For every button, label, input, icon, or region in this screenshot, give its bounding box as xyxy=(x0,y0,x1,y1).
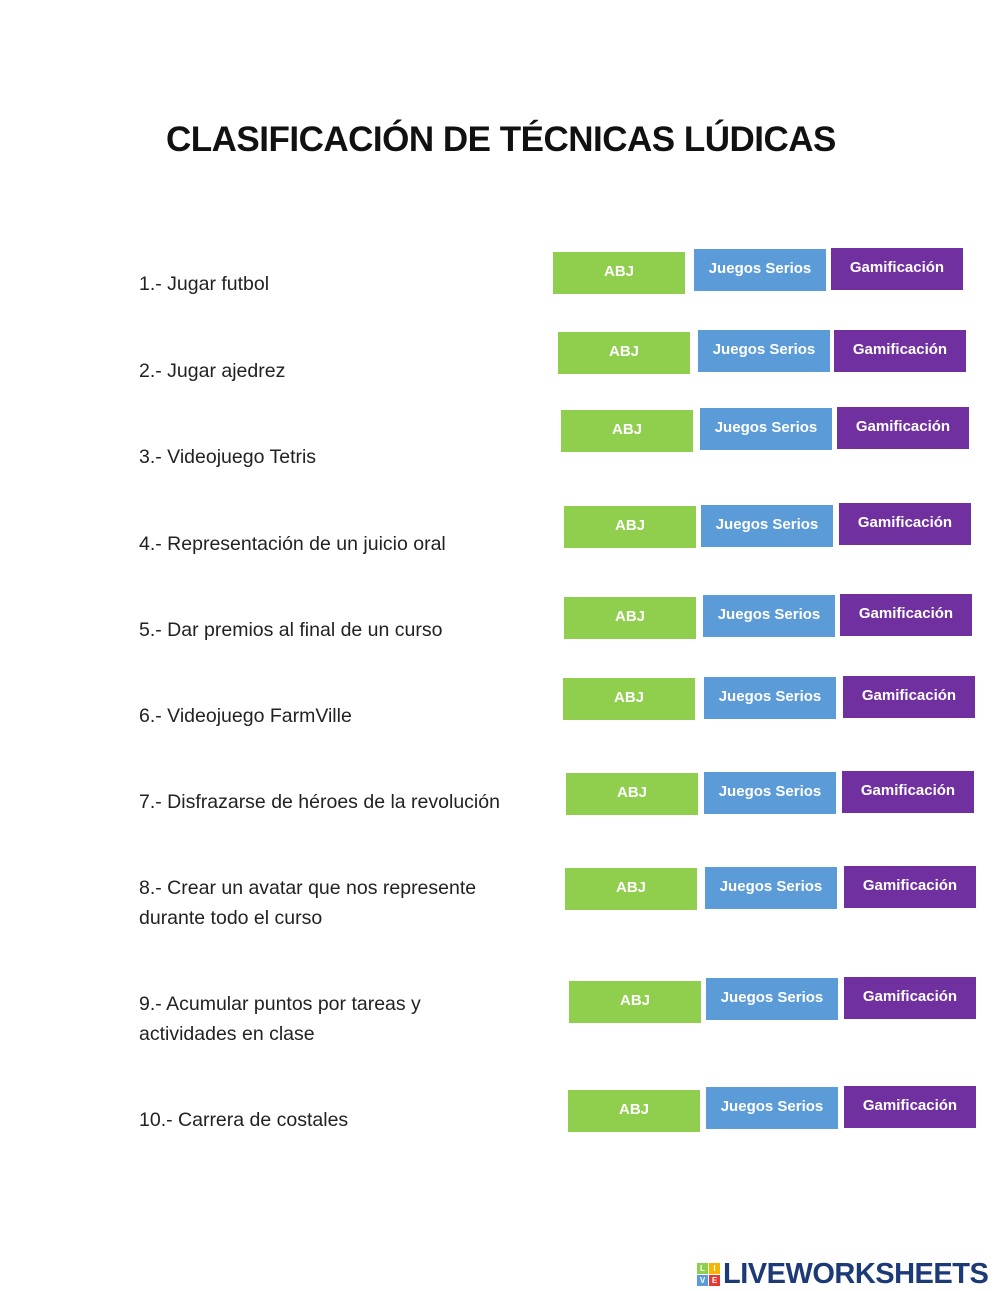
gamificacion-option[interactable]: Gamificación xyxy=(844,977,976,1019)
logo-text: LIVEWORKSHEETS xyxy=(723,1258,989,1290)
question-label: 7.- Disfrazarse de héroes de la revoluci… xyxy=(139,791,500,813)
gamificacion-option[interactable]: Gamificación xyxy=(837,407,969,449)
gamificacion-option[interactable]: Gamificación xyxy=(839,503,971,545)
juegos-serios-option[interactable]: Juegos Serios xyxy=(701,505,833,547)
gamificacion-option[interactable]: Gamificación xyxy=(831,248,963,290)
juegos-serios-option[interactable]: Juegos Serios xyxy=(705,867,837,909)
question-label: 1.- Jugar futbol xyxy=(139,273,270,295)
gamificacion-option[interactable]: Gamificación xyxy=(842,771,974,813)
liveworksheets-logo: L I V E LIVEWORKSHEETS xyxy=(697,1258,989,1291)
question-label: 2.- Jugar ajedrez xyxy=(139,360,286,382)
logo-cube: E xyxy=(709,1275,720,1286)
gamificacion-option[interactable]: Gamificación xyxy=(843,676,975,718)
logo-cube: V xyxy=(697,1275,708,1286)
logo-cube: L xyxy=(697,1263,708,1274)
juegos-serios-option[interactable]: Juegos Serios xyxy=(694,249,826,291)
logo-cubes-icon: L I V E xyxy=(697,1263,720,1286)
gamificacion-option[interactable]: Gamificación xyxy=(834,330,966,372)
juegos-serios-option[interactable]: Juegos Serios xyxy=(704,677,836,719)
question-label: 4.- Representación de un juicio oral xyxy=(139,533,446,555)
juegos-serios-option[interactable]: Juegos Serios xyxy=(703,595,835,637)
question-label: 10.- Carrera de costales xyxy=(139,1109,349,1131)
abj-option[interactable]: ABJ xyxy=(553,252,685,294)
gamificacion-option[interactable]: Gamificación xyxy=(844,1086,976,1128)
juegos-serios-option[interactable]: Juegos Serios xyxy=(698,330,830,372)
question-label: 8.- Crear un avatar que nos represente d… xyxy=(139,877,477,929)
juegos-serios-option[interactable]: Juegos Serios xyxy=(704,772,836,814)
abj-option[interactable]: ABJ xyxy=(569,981,701,1023)
abj-option[interactable]: ABJ xyxy=(566,773,698,815)
logo-cube: I xyxy=(709,1263,720,1274)
juegos-serios-option[interactable]: Juegos Serios xyxy=(706,1087,838,1129)
question-label: 9.- Acumular puntos por tareas y activid… xyxy=(139,993,421,1045)
gamificacion-option[interactable]: Gamificación xyxy=(844,866,976,908)
gamificacion-option[interactable]: Gamificación xyxy=(840,594,972,636)
abj-option[interactable]: ABJ xyxy=(563,678,695,720)
juegos-serios-option[interactable]: Juegos Serios xyxy=(700,408,832,450)
abj-option[interactable]: ABJ xyxy=(561,410,693,452)
abj-option[interactable]: ABJ xyxy=(558,332,690,374)
page-title: CLASIFICACIÓN DE TÉCNICAS LÚDICAS xyxy=(166,120,836,159)
question-label: 6.- Videojuego FarmVille xyxy=(139,705,352,727)
question-label: 5.- Dar premios al final de un curso xyxy=(139,619,443,641)
juegos-serios-option[interactable]: Juegos Serios xyxy=(706,978,838,1020)
question-label: 3.- Videojuego Tetris xyxy=(139,446,317,468)
abj-option[interactable]: ABJ xyxy=(568,1090,700,1132)
abj-option[interactable]: ABJ xyxy=(564,597,696,639)
abj-option[interactable]: ABJ xyxy=(564,506,696,548)
abj-option[interactable]: ABJ xyxy=(565,868,697,910)
